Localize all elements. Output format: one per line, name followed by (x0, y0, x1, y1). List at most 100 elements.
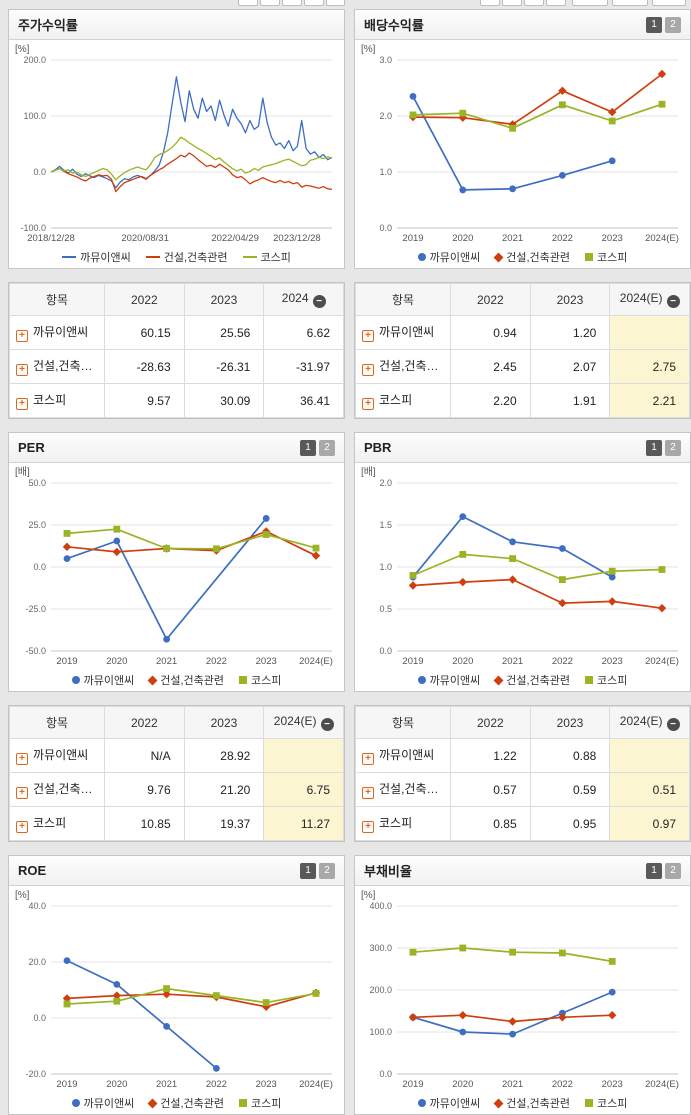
view-toggle-1[interactable]: 1 (646, 16, 662, 33)
clipped-period-button[interactable] (572, 0, 608, 6)
clipped-period-button[interactable] (238, 0, 258, 6)
svg-text:200.0: 200.0 (369, 985, 392, 995)
clipped-period-button[interactable] (524, 0, 544, 6)
svg-text:2020: 2020 (452, 1079, 473, 1090)
collapse-column-icon[interactable]: − (666, 718, 680, 731)
view-toggle-2[interactable]: 2 (665, 16, 681, 33)
row-label-cell: + 건설,건축… (355, 772, 451, 807)
value-cell: 36.41 (263, 383, 344, 418)
clipped-period-button[interactable] (282, 0, 302, 6)
expand-row-icon[interactable]: + (16, 753, 28, 765)
value-cell: 0.88 (529, 738, 611, 773)
legend-label: 코스피 (597, 675, 628, 687)
clipped-period-button[interactable] (304, 0, 324, 6)
legend-item: 코스피 (239, 672, 281, 688)
value-cell: -28.63 (104, 349, 185, 384)
clipped-period-button[interactable] (480, 0, 500, 6)
svg-text:2021: 2021 (502, 1079, 523, 1090)
row-label: 코스피 (379, 816, 413, 830)
expand-row-icon[interactable]: + (362, 364, 374, 376)
clipped-period-button[interactable] (326, 0, 345, 6)
svg-text:2023: 2023 (602, 1079, 623, 1090)
clipped-period-button[interactable] (260, 0, 280, 6)
legend-item: 건설,건축관련 (493, 1095, 570, 1111)
panel-title: 주가수익률 (18, 18, 78, 33)
svg-text:2024(E): 2024(E) (645, 233, 679, 244)
col-header-item: 항목 (9, 283, 105, 316)
panel-per: PER 1 2 [배] 50.0 25.0 0.0 -25.0 -50.0 2019 2020… (8, 432, 345, 692)
svg-text:[배]: [배] (15, 466, 30, 478)
table-row: + 코스피 0.85 0.95 0.97 (355, 806, 690, 841)
svg-text:[%]: [%] (15, 44, 30, 55)
svg-text:2021: 2021 (502, 233, 523, 244)
estimate-cell (263, 738, 344, 773)
legend-item: 건설,건축관련 (145, 249, 228, 265)
svg-text:2020: 2020 (452, 233, 473, 244)
svg-text:2022/04/29: 2022/04/29 (211, 233, 259, 244)
clipped-period-button[interactable] (652, 0, 686, 6)
legend-item: 까뮤이앤씨 (417, 1095, 480, 1111)
svg-text:20.0: 20.0 (28, 957, 46, 967)
diamond-legend-icon (493, 675, 504, 685)
view-toggle-1[interactable]: 1 (300, 862, 316, 879)
panel-header: PER 1 2 (9, 433, 344, 463)
view-toggle-1[interactable]: 1 (646, 862, 662, 879)
row-label: 건설,건축… (379, 782, 439, 796)
expand-row-icon[interactable]: + (362, 787, 374, 799)
svg-text:0.0: 0.0 (33, 1013, 46, 1023)
collapse-column-icon[interactable]: − (320, 718, 334, 731)
panel-pbr: PBR 1 2 [배] 2.0 1.5 1.0 0.5 0.0 2019 2020 2021 20… (354, 432, 691, 692)
svg-text:-50.0: -50.0 (25, 646, 46, 656)
view-toggle-2[interactable]: 2 (319, 439, 335, 456)
table-row: + 까뮤이앤씨 0.94 1.20 (355, 315, 690, 350)
legend-label: 코스피 (597, 1098, 628, 1110)
svg-text:200.0: 200.0 (23, 55, 46, 65)
table-row: + 까뮤이앤씨 N/A 28.92 (9, 738, 344, 773)
view-toggle-group: 1 2 (646, 862, 681, 879)
view-toggle-2[interactable]: 2 (319, 862, 335, 879)
clipped-period-button[interactable] (612, 0, 648, 6)
expand-row-icon[interactable]: + (362, 753, 374, 765)
legend-item: 까뮤이앤씨 (71, 672, 134, 688)
svg-text:0.0: 0.0 (379, 646, 392, 656)
svg-text:2019: 2019 (402, 1079, 423, 1090)
row-label: 건설,건축… (33, 359, 93, 373)
collapse-column-icon[interactable]: − (312, 295, 326, 308)
col-header-label: 2024 (281, 291, 309, 305)
view-toggle-2[interactable]: 2 (665, 439, 681, 456)
square-legend-icon (585, 676, 593, 684)
svg-text:0.0: 0.0 (33, 562, 46, 572)
expand-row-icon[interactable]: + (362, 330, 374, 342)
collapse-column-icon[interactable]: − (666, 295, 680, 308)
legend-item: 까뮤이앤씨 (62, 249, 131, 265)
panel-header: 배당수익률 1 2 (355, 10, 690, 40)
expand-row-icon[interactable]: + (362, 398, 374, 410)
col-header-2024e: 2024(E) − (609, 283, 690, 316)
svg-text:100.0: 100.0 (369, 1027, 392, 1037)
legend-item: 코스피 (242, 249, 291, 265)
clipped-period-button[interactable] (502, 0, 522, 6)
value-cell: 10.85 (104, 806, 185, 841)
price-return-table: 항목 2022 2023 2024− + 까뮤이앤씨 60.15 25.56 6.… (8, 282, 345, 419)
expand-row-icon[interactable]: + (16, 787, 28, 799)
expand-row-icon[interactable]: + (362, 821, 374, 833)
value-cell: 6.62 (263, 315, 344, 350)
legend-item: 건설,건축관련 (493, 672, 570, 688)
legend-label: 건설,건축관련 (506, 252, 570, 264)
view-toggle-2[interactable]: 2 (665, 862, 681, 879)
clipped-period-button[interactable] (546, 0, 566, 6)
panel-title: ROE (18, 863, 47, 878)
legend-label: 건설,건축관련 (163, 252, 228, 264)
view-toggle-1[interactable]: 1 (300, 439, 316, 456)
expand-row-icon[interactable]: + (16, 330, 28, 342)
legend-item: 건설,건축관련 (493, 249, 570, 265)
svg-text:1.0: 1.0 (379, 167, 392, 177)
expand-row-icon[interactable]: + (16, 821, 28, 833)
per-table: 항목 2022 2023 2024(E) − + 까뮤이앤씨 N/A 28.92 (8, 705, 345, 842)
expand-row-icon[interactable]: + (16, 398, 28, 410)
value-cell: 30.09 (183, 383, 265, 418)
svg-text:2024(E): 2024(E) (299, 656, 333, 667)
estimate-cell: 2.75 (609, 349, 690, 384)
view-toggle-1[interactable]: 1 (646, 439, 662, 456)
expand-row-icon[interactable]: + (16, 364, 28, 376)
